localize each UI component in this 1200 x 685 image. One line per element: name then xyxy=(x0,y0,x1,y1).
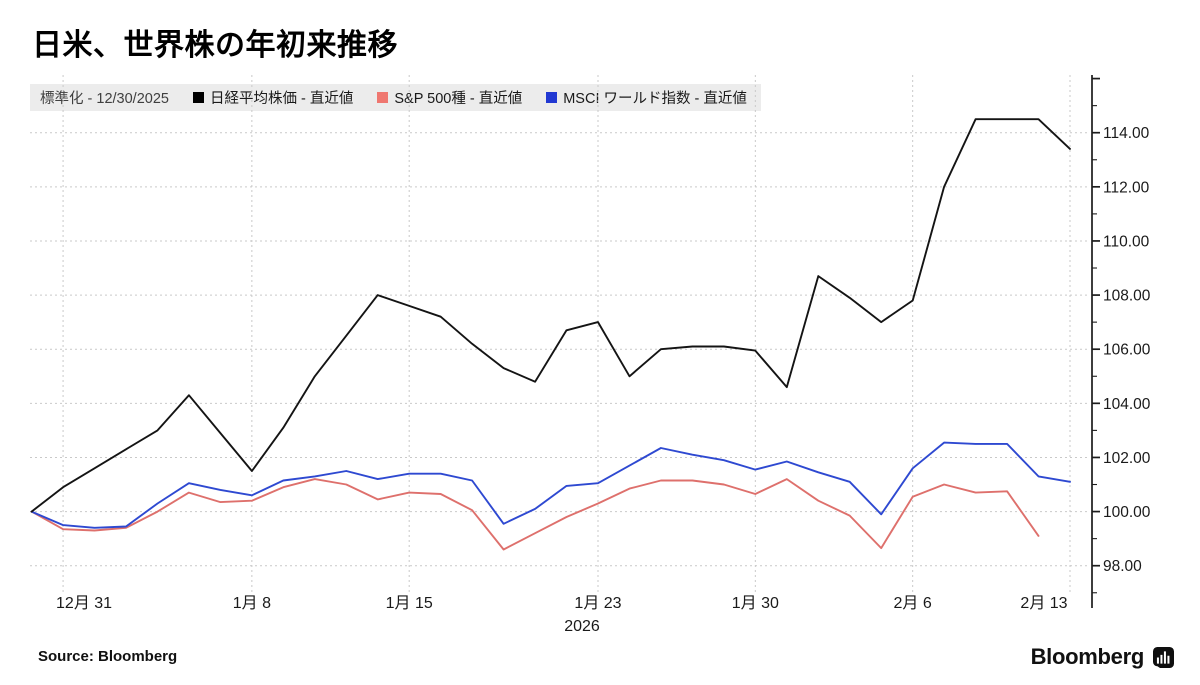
x-axis-label: 2月 6 xyxy=(894,595,932,612)
legend-normalized-label: 標準化 - 12/30/2025 xyxy=(40,91,169,107)
chart-title: 日米、世界株の年初来推移 xyxy=(32,29,398,62)
legend-swatch xyxy=(377,92,389,103)
legend-item-0: 日経平均株価 - 直近値 xyxy=(192,87,354,108)
y-axis-label: 108.00 xyxy=(1103,288,1151,305)
y-axis-label: 104.00 xyxy=(1103,396,1151,413)
y-axis-label: 100.00 xyxy=(1103,504,1151,521)
legend-item-2: MSCI ワールド指数 - 直近値 xyxy=(546,87,747,108)
series-line-sp500 xyxy=(30,478,1040,551)
source-note: Source: Bloomberg xyxy=(38,648,178,665)
y-axis-label: 114.00 xyxy=(1103,125,1150,142)
x-axis-label: 1月 8 xyxy=(233,595,271,612)
series-line-msci xyxy=(30,441,1071,529)
legend-item-label: MSCI ワールド指数 - 直近値 xyxy=(563,91,747,107)
y-axis-label: 98.00 xyxy=(1103,558,1142,575)
x-axis-year-label: 2026 xyxy=(564,618,600,635)
legend-swatch xyxy=(192,92,204,103)
series-line-nikkei xyxy=(30,118,1071,513)
x-axis-label: 1月 30 xyxy=(732,595,779,612)
legend-item-label: S&P 500種 - 直近値 xyxy=(394,91,523,107)
y-axis-label: 106.00 xyxy=(1103,342,1151,359)
y-axis-label: 112.00 xyxy=(1103,179,1150,196)
bloomberg-logo-icon xyxy=(1153,646,1174,668)
x-axis-label: 12月 31 xyxy=(56,595,112,612)
legend-item-label: 日経平均株価 - 直近値 xyxy=(209,91,354,107)
y-axis-label: 102.00 xyxy=(1103,450,1151,467)
x-axis-label: 2月 13 xyxy=(1020,595,1067,612)
x-axis-label: 1月 15 xyxy=(386,595,433,612)
bloomberg-logo: Bloomberg xyxy=(1031,644,1174,670)
chart-legend: 標準化 - 12/30/2025 日経平均株価 - 直近値 S&P 500種 - … xyxy=(30,84,761,111)
bloomberg-wordmark: Bloomberg xyxy=(1030,644,1145,669)
y-axis-label: 110.00 xyxy=(1103,233,1150,250)
legend-items: 日経平均株価 - 直近値 S&P 500種 - 直近値 MSCI ワールド指数 - … xyxy=(192,87,747,108)
x-axis-label: 1月 23 xyxy=(574,595,621,612)
legend-swatch xyxy=(546,92,558,103)
legend-item-1: S&P 500種 - 直近値 xyxy=(377,87,522,108)
